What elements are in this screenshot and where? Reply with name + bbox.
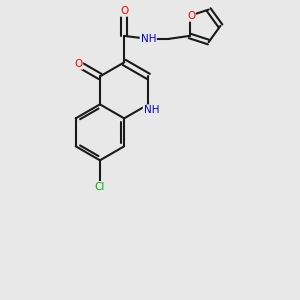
Text: NH: NH — [141, 34, 156, 44]
Text: O: O — [120, 6, 128, 16]
Text: O: O — [74, 59, 82, 69]
Text: Cl: Cl — [95, 182, 105, 192]
Text: O: O — [187, 11, 195, 21]
Text: NH: NH — [144, 105, 159, 115]
